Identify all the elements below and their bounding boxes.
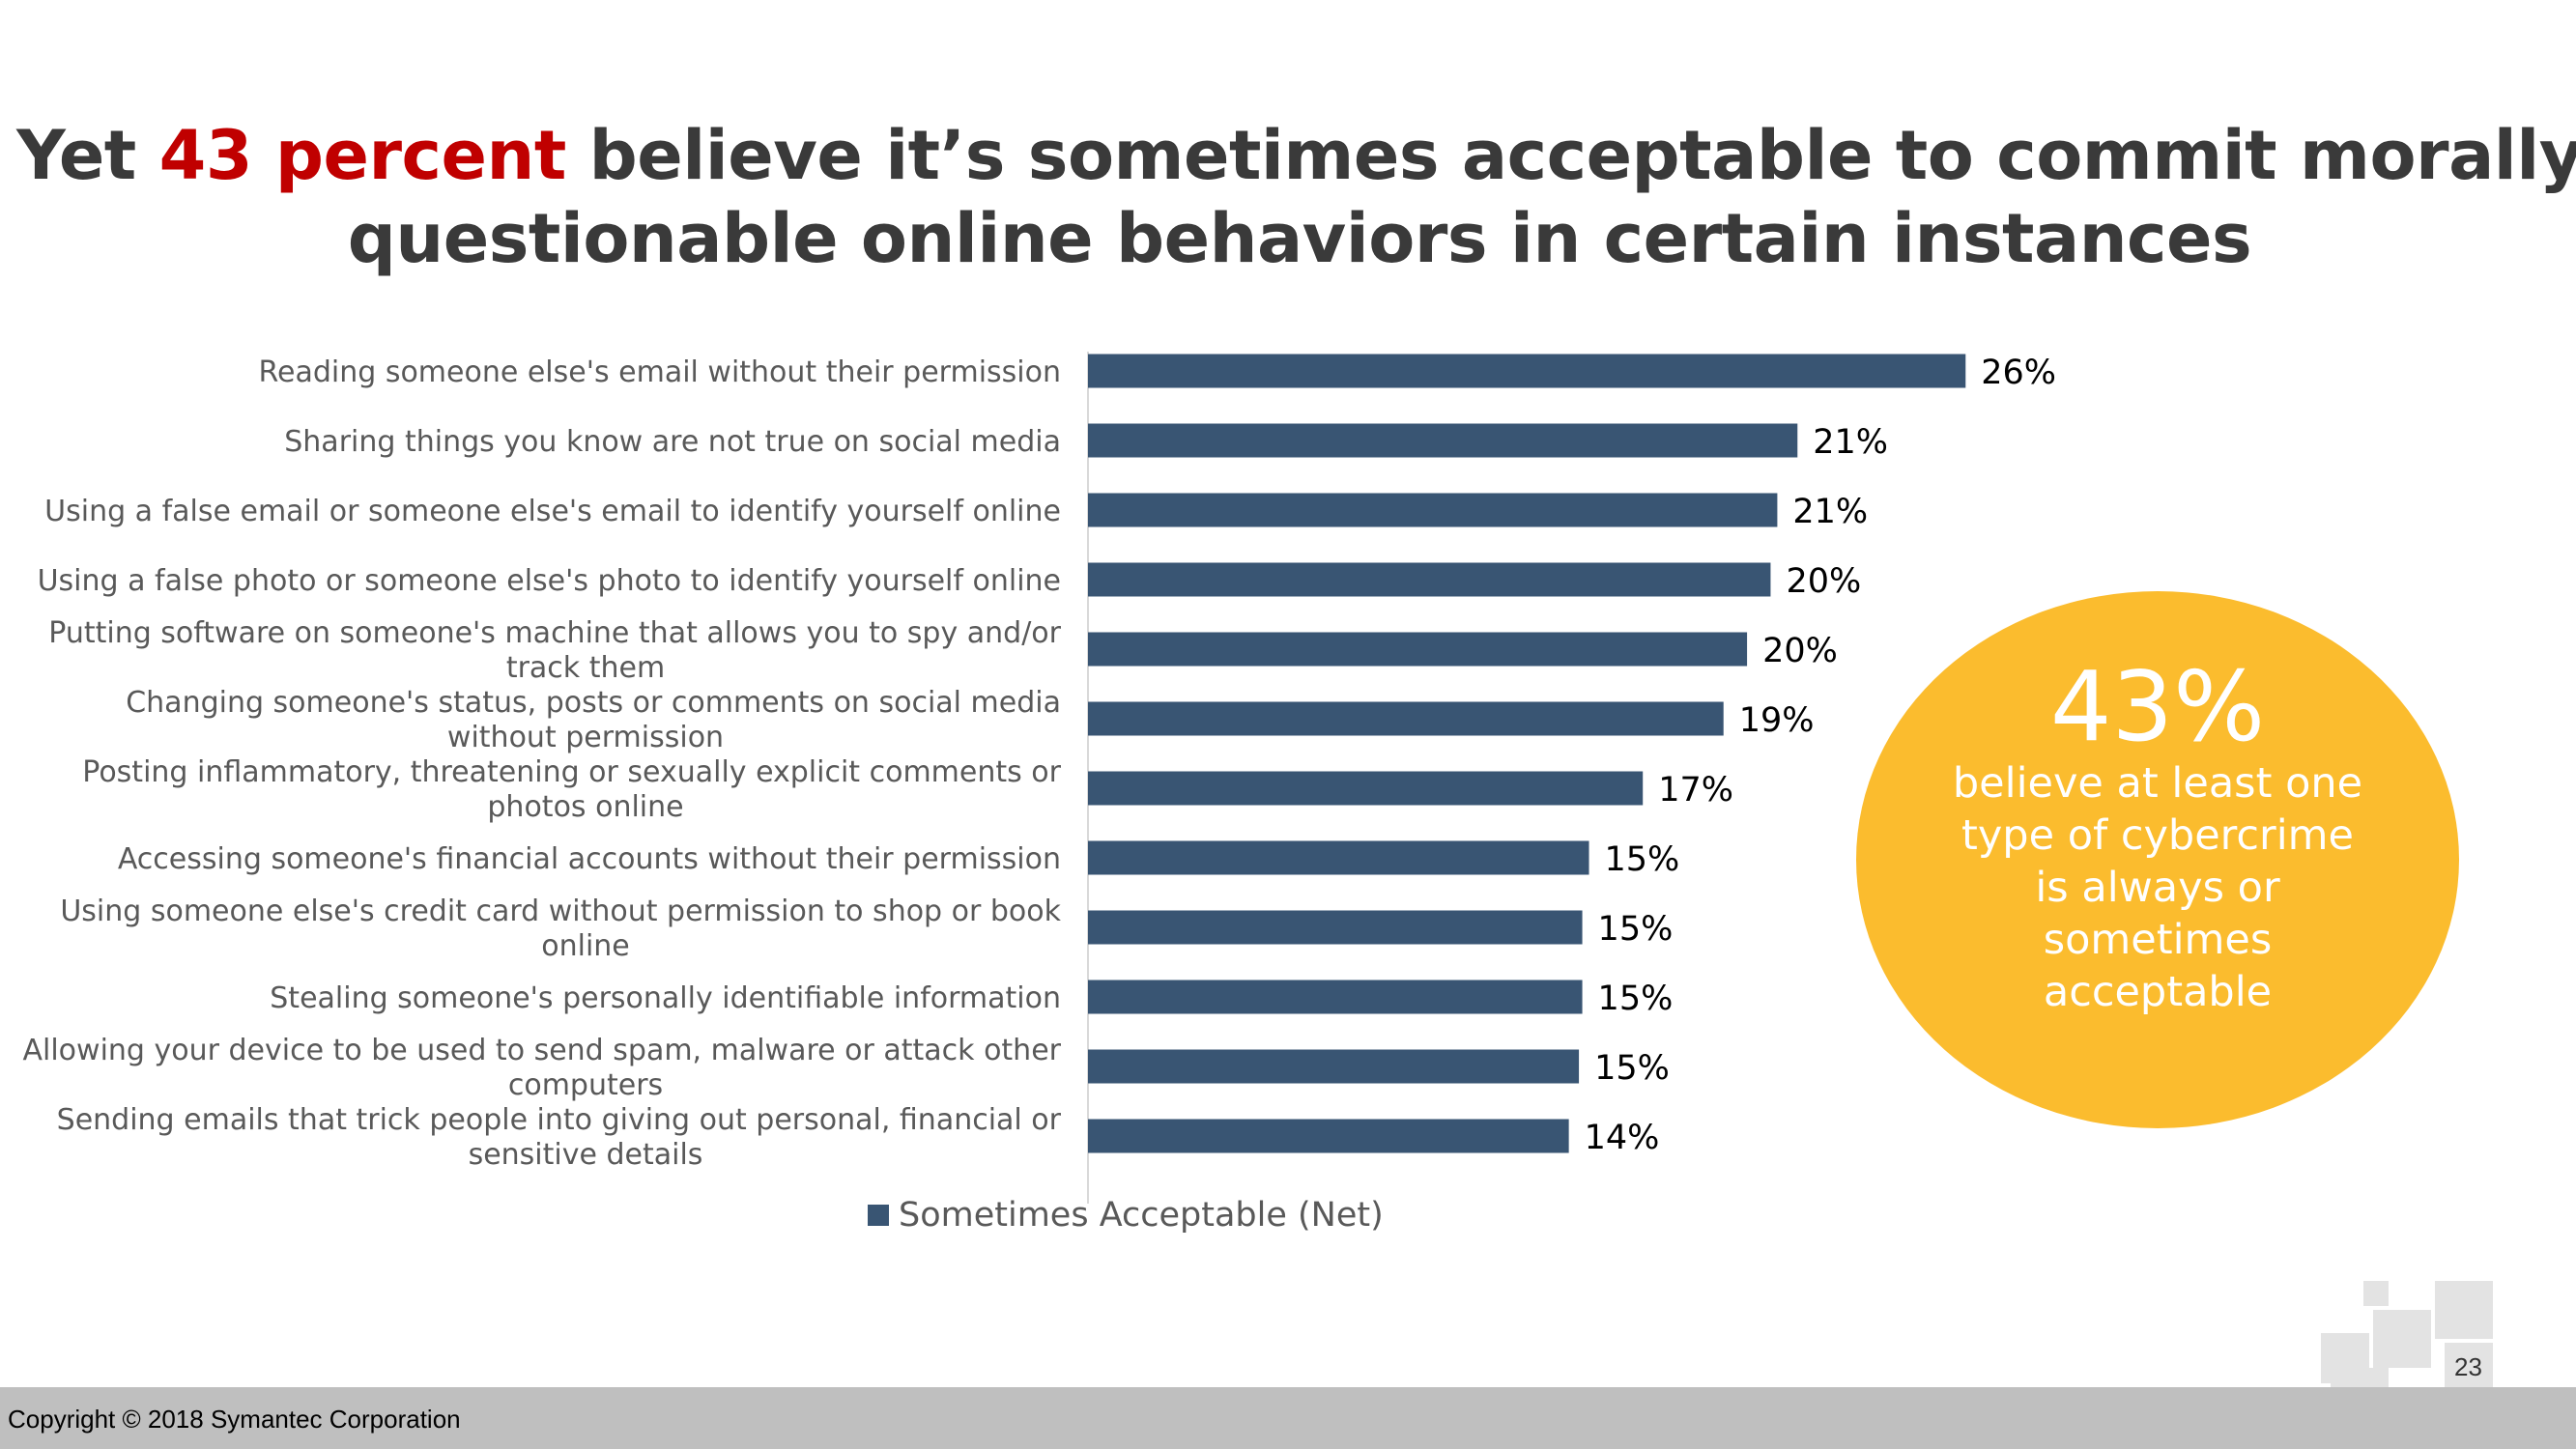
legend-swatch xyxy=(868,1205,889,1226)
category-label: Sharing things you know are not true on … xyxy=(284,425,1061,459)
footer-bar: Copyright © 2018 Symantec Corporation xyxy=(0,1387,2576,1449)
legend-label: Sometimes Acceptable (Net) xyxy=(899,1196,1384,1235)
slide-title: Yet 43 percent believe it’s sometimes ac… xyxy=(0,114,2576,280)
decor-square xyxy=(2435,1281,2493,1339)
chart-legend: Sometimes Acceptable (Net) xyxy=(868,1194,1384,1236)
title-pre: Yet xyxy=(16,116,159,195)
bar xyxy=(1088,354,1966,388)
callout-circle: 43% believe at least one type of cybercr… xyxy=(1856,591,2459,1128)
decor-square xyxy=(2445,1343,2493,1387)
category-label: Accessing someone's financial accounts w… xyxy=(118,842,1061,876)
category-label: without permission xyxy=(447,721,724,754)
bar xyxy=(1088,701,1724,736)
decor-square xyxy=(2331,1368,2389,1387)
bar xyxy=(1088,840,1589,875)
category-label: Using someone else's credit card without… xyxy=(60,895,1061,928)
decor-square xyxy=(2363,1281,2389,1306)
category-label: sensitive details xyxy=(469,1138,703,1172)
category-label: Stealing someone's personally identifiab… xyxy=(270,981,1061,1015)
data-label: 21% xyxy=(1792,493,1868,531)
category-label: Reading someone else's email without the… xyxy=(259,355,1061,389)
category-label: Using a false email or someone else's em… xyxy=(44,495,1061,528)
bar xyxy=(1088,1049,1580,1084)
callout-percentage: 43% xyxy=(2049,650,2266,763)
bar xyxy=(1088,632,1748,667)
category-label: Sending emails that trick people into gi… xyxy=(57,1103,1062,1137)
data-label: 15% xyxy=(1598,980,1674,1018)
category-label: photos online xyxy=(487,790,683,824)
bar xyxy=(1088,562,1771,597)
data-label: 17% xyxy=(1658,771,1733,810)
bar xyxy=(1088,1119,1569,1153)
data-label: 21% xyxy=(1813,423,1888,462)
title-post: believe it’s sometimes acceptable to com… xyxy=(347,116,2576,278)
bar xyxy=(1088,423,1798,458)
category-label: track them xyxy=(506,651,665,685)
callout-text: believe at least one type of cybercrime … xyxy=(1952,759,2363,1016)
bar xyxy=(1088,771,1644,806)
category-label: Changing someone's status, posts or comm… xyxy=(126,686,1061,720)
title-highlight: 43 percent xyxy=(158,116,567,195)
decor-square xyxy=(2373,1310,2431,1368)
data-label: 26% xyxy=(1981,354,2056,392)
data-label: 14% xyxy=(1585,1119,1660,1157)
category-label: computers xyxy=(508,1068,663,1102)
data-label: 20% xyxy=(1762,632,1838,670)
copyright-text: Copyright © 2018 Symantec Corporation xyxy=(8,1405,461,1434)
bar xyxy=(1088,493,1778,527)
category-label: Using a false photo or someone else's ph… xyxy=(38,564,1061,598)
category-label: online xyxy=(541,929,630,963)
category-label: Allowing your device to be used to send … xyxy=(22,1034,1061,1067)
category-label: Putting software on someone's machine th… xyxy=(48,616,1061,650)
data-label: 15% xyxy=(1605,840,1680,879)
data-label: 19% xyxy=(1739,701,1815,740)
bar xyxy=(1088,910,1583,945)
category-label: Posting inflammatory, threatening or sex… xyxy=(82,755,1061,789)
data-label: 15% xyxy=(1594,1049,1670,1088)
page-number: 23 xyxy=(2454,1352,2482,1381)
data-label: 15% xyxy=(1598,910,1674,949)
bar xyxy=(1088,980,1583,1014)
data-label: 20% xyxy=(1786,562,1861,601)
